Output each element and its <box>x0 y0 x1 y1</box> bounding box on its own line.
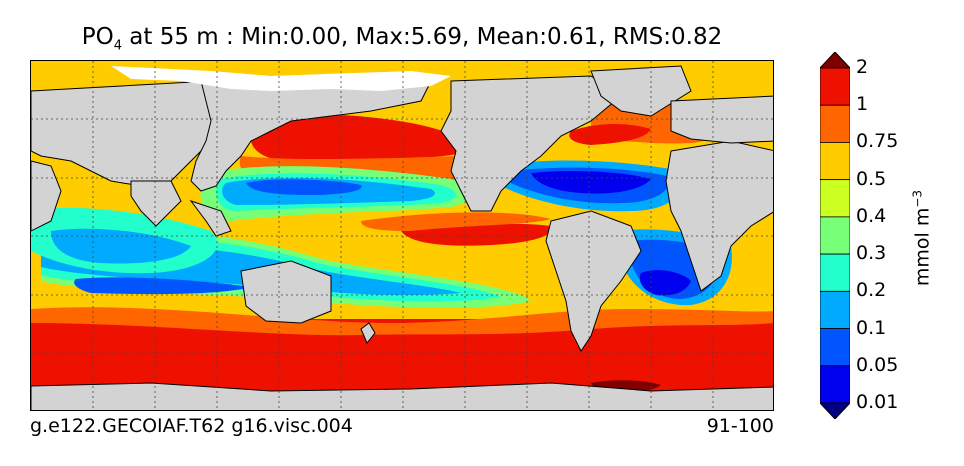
units-exponent: −3 <box>910 189 925 208</box>
landmass-australia <box>240 260 332 324</box>
colorbar-segment <box>820 67 850 106</box>
colorbar-segment <box>820 104 850 143</box>
np-gyre-blue <box>246 179 362 195</box>
colorbar-tick-label: 1 <box>856 93 869 116</box>
indian-ocean-lightblue <box>51 228 191 264</box>
colorbar-tick-label: 0.01 <box>856 391 899 413</box>
graticule <box>31 61 773 410</box>
landmass-antarctica <box>31 382 773 410</box>
landmass-india <box>130 180 182 227</box>
map-panel <box>30 60 774 411</box>
colorbar-segment <box>820 290 850 329</box>
title-variable: PO <box>81 24 114 50</box>
colorbar-segment <box>820 216 850 255</box>
colorbar-extend-max <box>820 52 850 69</box>
sp-gyre-blue <box>74 277 251 295</box>
eq-pacific-red <box>401 223 552 246</box>
title-stats: at 55 m : Min:0.00, Max:5.69, Mean:0.61,… <box>122 24 723 50</box>
colorbar-tick-label: 0.4 <box>856 204 887 227</box>
landmass-southeast-asia <box>189 200 232 237</box>
colorbar-segment <box>820 365 850 404</box>
units-label: mmol m−3 <box>910 190 933 286</box>
landmass-south-america <box>545 210 642 352</box>
run-name-label: g.e122.GECOIAF.T62 g16.visc.004 <box>30 415 353 437</box>
colorbar-tick-label: 2 <box>856 56 869 78</box>
title-subscript: 4 <box>113 38 122 54</box>
plot-title: PO4 at 55 m : Min:0.00, Max:5.69, Mean:0… <box>30 24 774 54</box>
colorbar-tick-label: 0.3 <box>856 242 887 265</box>
north-atlantic-red <box>569 124 651 145</box>
land <box>31 65 773 410</box>
landmass-north-america <box>440 75 622 212</box>
arctic-ice <box>111 66 451 91</box>
colorbar-tick-label: 0.5 <box>856 167 887 190</box>
colorbar-segment <box>820 179 850 218</box>
colorbar-tick-label: 0.2 <box>856 279 887 302</box>
eq-pacific-orange <box>361 212 551 231</box>
colorbar-extend-min <box>820 402 850 419</box>
north-pacific-high <box>250 114 465 162</box>
colorbar <box>820 52 850 419</box>
landmass-africa-east <box>31 160 62 232</box>
landmass-new-zealand <box>360 322 376 344</box>
colorbar-segment <box>820 142 850 181</box>
na-gyre-darkblue <box>531 171 651 194</box>
colorbar-segment <box>820 328 850 367</box>
units-base: mmol m <box>911 207 934 287</box>
landmass-africa <box>665 140 773 292</box>
colorbar-tick-label: 0.1 <box>856 316 887 339</box>
colorbar-tick-label: 0.75 <box>856 130 899 153</box>
ocean-map <box>31 61 773 410</box>
colorbar-tick-label: 0.05 <box>856 353 899 376</box>
years-label: 91-100 <box>706 415 774 437</box>
landmass-europe <box>670 95 773 144</box>
sa-gyre-darkblue <box>639 270 691 296</box>
colorbar-segment <box>820 253 850 292</box>
